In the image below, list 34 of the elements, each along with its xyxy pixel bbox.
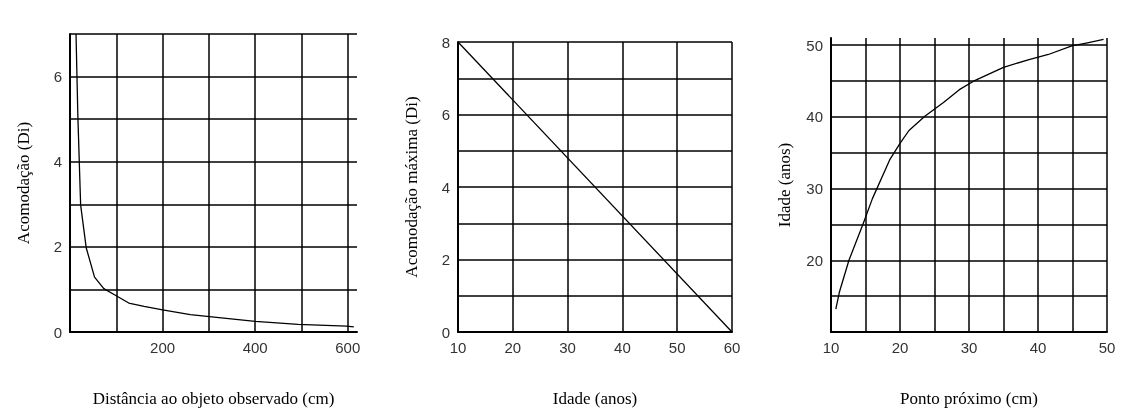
x-tick-label: 10 bbox=[822, 339, 840, 356]
x-tick-label: 20 bbox=[504, 339, 522, 356]
x-tick-label: 50 bbox=[1098, 339, 1116, 356]
x-tick-label: 30 bbox=[960, 339, 978, 356]
y-tick-label: 40 bbox=[806, 108, 823, 126]
y-tick-label: 0 bbox=[441, 323, 450, 341]
x-tick-label: 40 bbox=[614, 339, 631, 356]
x-tick-label: 600 bbox=[335, 339, 361, 356]
x-axis-title: Ponto próximo (cm) bbox=[900, 389, 1038, 408]
y-tick-label: 20 bbox=[806, 251, 823, 269]
y-tick-label: 2 bbox=[441, 251, 450, 268]
y-tick-label: 4 bbox=[441, 178, 450, 196]
y-axis-title: Acomodação máxima (Di) bbox=[402, 96, 421, 278]
y-tick-label: 6 bbox=[53, 68, 62, 86]
y-tick-label: 2 bbox=[53, 238, 62, 256]
line-series bbox=[75, 33, 355, 328]
y-tick-label: 50 bbox=[806, 36, 823, 54]
x-tick-label: 400 bbox=[242, 339, 268, 356]
x-axis-title: Distância ao objeto observado (cm) bbox=[92, 389, 335, 408]
x-tick-label: 200 bbox=[150, 339, 176, 356]
y-tick-label: 6 bbox=[441, 106, 450, 123]
y-tick-label: 0 bbox=[53, 323, 62, 341]
x-tick-label: 50 bbox=[668, 339, 686, 356]
x-tick-label: 20 bbox=[891, 339, 909, 356]
x-tick-label: 10 bbox=[449, 339, 467, 356]
x-tick-label: 60 bbox=[723, 339, 741, 356]
x-tick-label: 40 bbox=[1029, 339, 1047, 356]
y-tick-label: 4 bbox=[53, 153, 62, 171]
y-axis-title: Acomodação (Di) bbox=[14, 121, 33, 245]
y-axis-title: Idade (anos) bbox=[775, 142, 794, 228]
y-tick-label: 30 bbox=[806, 180, 823, 198]
x-axis-title: Idade (anos) bbox=[552, 389, 638, 408]
x-tick-label: 30 bbox=[559, 339, 576, 356]
y-tick-label: 8 bbox=[441, 33, 450, 51]
